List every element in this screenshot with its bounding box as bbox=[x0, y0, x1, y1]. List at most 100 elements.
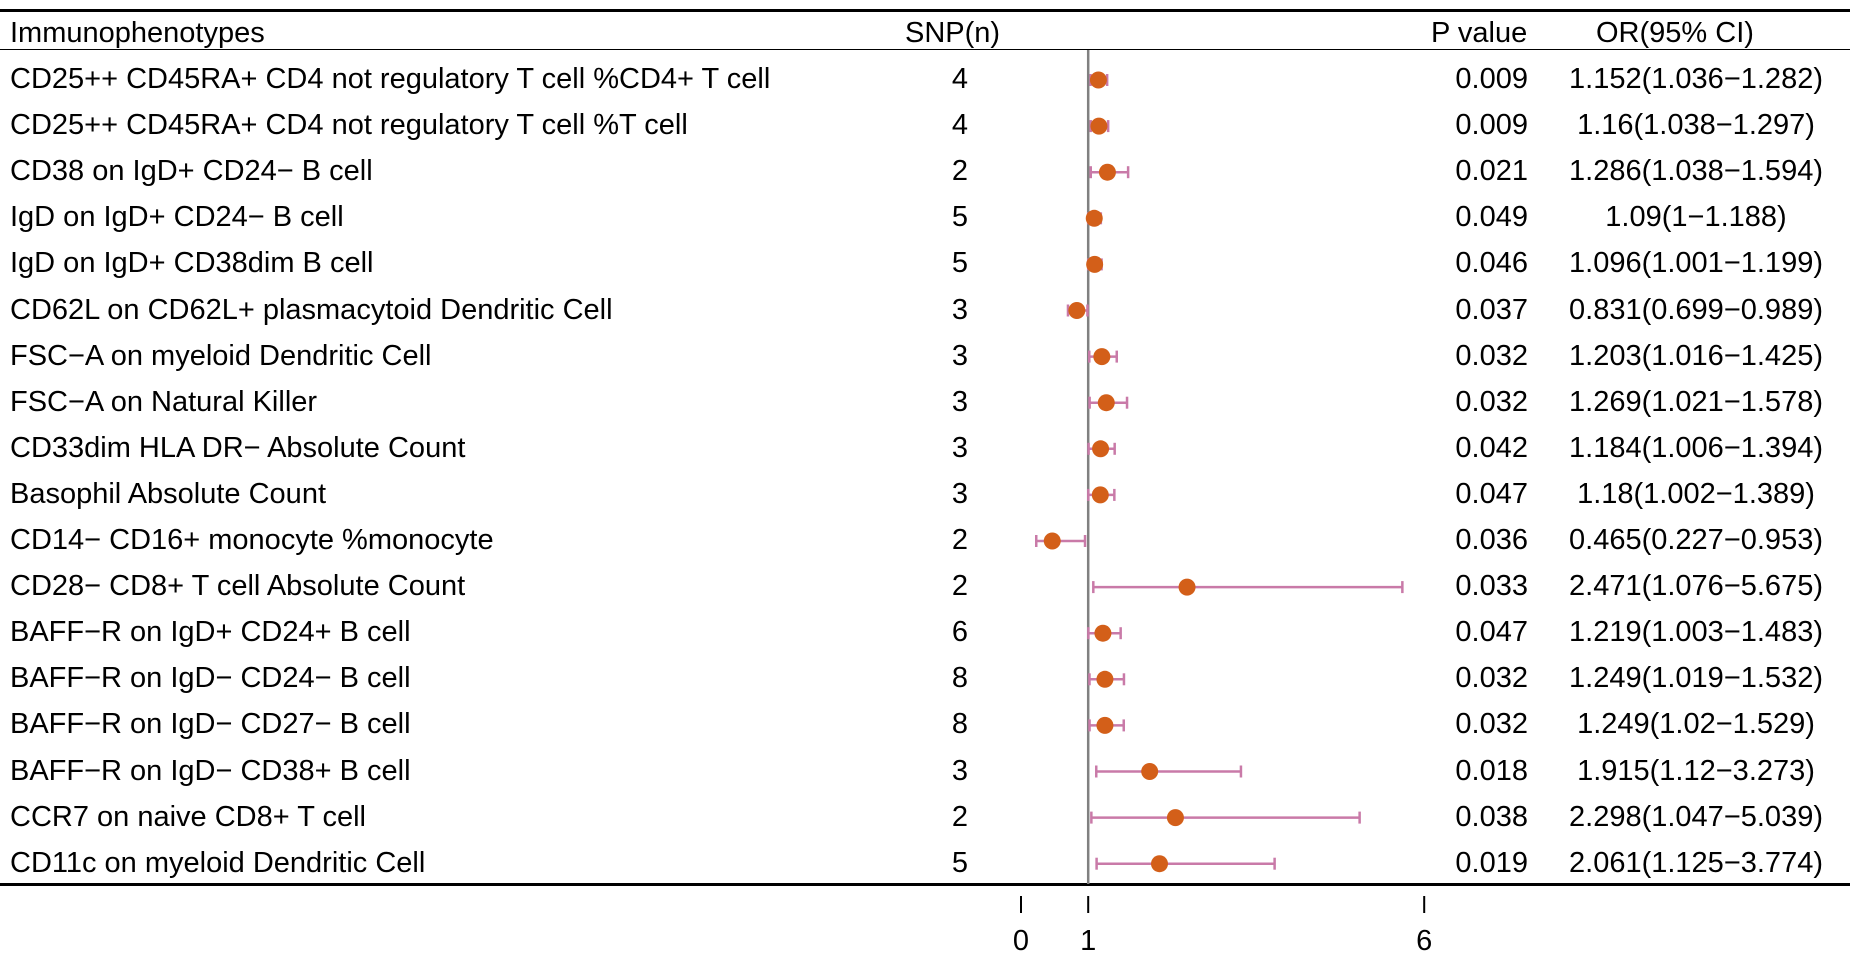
or-point bbox=[1096, 670, 1114, 688]
row-or-ci: 1.18(1.002−1.389) bbox=[1577, 477, 1815, 510]
row-p-value: 0.033 bbox=[1455, 570, 1528, 603]
or-point bbox=[1092, 440, 1110, 458]
row-snp-count: 2 bbox=[951, 155, 969, 188]
row-label: BAFF−R on IgD− CD24− B cell bbox=[10, 662, 411, 695]
row-p-value: 0.018 bbox=[1455, 754, 1528, 787]
or-point bbox=[1094, 624, 1112, 642]
row-or-ci: 2.061(1.125−3.774) bbox=[1569, 846, 1823, 879]
row-or-ci: 1.249(1.019−1.532) bbox=[1569, 662, 1823, 695]
row-label: IgD on IgD+ CD24− B cell bbox=[10, 201, 344, 234]
row-p-value: 0.019 bbox=[1455, 846, 1528, 879]
row-or-ci: 2.471(1.076−5.675) bbox=[1569, 570, 1823, 603]
or-point bbox=[1091, 486, 1109, 504]
row-p-value: 0.047 bbox=[1455, 477, 1528, 510]
row-snp-count: 4 bbox=[951, 63, 969, 95]
row-label: CD33dim HLA DR− Absolute Count bbox=[10, 431, 466, 464]
row-snp-count: 8 bbox=[951, 662, 969, 695]
or-point bbox=[1097, 394, 1115, 412]
row-p-value: 0.032 bbox=[1455, 339, 1528, 372]
or-point bbox=[1090, 117, 1108, 135]
row-p-value: 0.047 bbox=[1455, 616, 1528, 649]
row-label: CCR7 on naive CD8+ T cell bbox=[10, 800, 366, 833]
row-p-value: 0.038 bbox=[1455, 800, 1528, 833]
table-top-rule bbox=[0, 9, 1850, 12]
row-or-ci: 1.249(1.02−1.529) bbox=[1577, 708, 1815, 741]
row-p-value: 0.042 bbox=[1455, 431, 1528, 464]
row-or-ci: 1.16(1.038−1.297) bbox=[1577, 109, 1815, 142]
row-label: CD38 on IgD+ CD24− B cell bbox=[10, 155, 373, 188]
row-snp-count: 3 bbox=[951, 477, 969, 510]
row-snp-count: 2 bbox=[951, 570, 969, 603]
or-point bbox=[1093, 348, 1111, 366]
axis-tick-label: 6 bbox=[1416, 925, 1433, 957]
row-snp-count: 3 bbox=[951, 431, 969, 464]
row-or-ci: 1.184(1.006−1.394) bbox=[1569, 431, 1823, 464]
row-label: FSC−A on myeloid Dendritic Cell bbox=[10, 339, 432, 372]
row-snp-count: 3 bbox=[951, 339, 969, 372]
row-snp-count: 3 bbox=[951, 385, 969, 418]
or-point bbox=[1150, 855, 1168, 873]
or-point bbox=[1086, 255, 1104, 273]
row-label: BAFF−R on IgD+ CD24+ B cell bbox=[10, 616, 411, 649]
row-label: Basophil Absolute Count bbox=[10, 477, 326, 510]
row-p-value: 0.036 bbox=[1455, 524, 1528, 556]
header-rule bbox=[0, 49, 1850, 50]
table-bottom-rule bbox=[0, 883, 1850, 886]
row-or-ci: 1.203(1.016−1.425) bbox=[1569, 339, 1823, 372]
row-p-value: 0.049 bbox=[1455, 201, 1528, 234]
row-or-ci: 1.915(1.12−3.273) bbox=[1577, 754, 1815, 787]
or-point bbox=[1178, 578, 1196, 596]
or-point bbox=[1068, 302, 1086, 319]
row-label: BAFF−R on IgD− CD38+ B cell bbox=[10, 754, 411, 787]
or-point bbox=[1089, 71, 1107, 89]
row-snp-count: 4 bbox=[951, 109, 969, 142]
row-label: CD25++ CD45RA+ CD4 not regulatory T cell… bbox=[10, 109, 688, 142]
row-label: FSC−A on Natural Killer bbox=[10, 385, 318, 418]
row-p-value: 0.037 bbox=[1455, 293, 1528, 326]
row-p-value: 0.046 bbox=[1455, 247, 1528, 280]
row-snp-count: 6 bbox=[951, 616, 969, 649]
axis-tick-label: 1 bbox=[1080, 925, 1097, 957]
column-header-p-value: P value bbox=[1431, 17, 1528, 49]
row-snp-count: 2 bbox=[951, 524, 969, 556]
or-point bbox=[1141, 763, 1159, 780]
row-p-value: 0.009 bbox=[1455, 63, 1528, 95]
row-label: BAFF−R on IgD− CD27− B cell bbox=[10, 708, 411, 741]
row-p-value: 0.021 bbox=[1455, 155, 1528, 188]
row-snp-count: 5 bbox=[951, 846, 969, 879]
row-snp-count: 5 bbox=[951, 247, 969, 280]
row-snp-count: 3 bbox=[951, 754, 969, 787]
row-label: CD11c on myeloid Dendritic Cell bbox=[10, 846, 426, 879]
column-header-or-ci: OR(95% CI) bbox=[1596, 17, 1754, 49]
row-p-value: 0.009 bbox=[1455, 109, 1528, 142]
row-label: CD62L on CD62L+ plasmacytoid Dendritic C… bbox=[10, 293, 613, 326]
row-or-ci: 1.286(1.038−1.594) bbox=[1569, 155, 1823, 188]
row-snp-count: 2 bbox=[951, 800, 969, 833]
row-snp-count: 5 bbox=[951, 201, 969, 234]
or-point bbox=[1085, 209, 1103, 227]
or-point bbox=[1043, 532, 1061, 550]
row-or-ci: 2.298(1.047−5.039) bbox=[1569, 800, 1823, 833]
row-p-value: 0.032 bbox=[1455, 708, 1528, 741]
row-snp-count: 8 bbox=[951, 708, 969, 741]
or-point bbox=[1166, 809, 1184, 827]
or-point bbox=[1096, 716, 1114, 734]
or-point bbox=[1098, 163, 1116, 181]
row-label: IgD on IgD+ CD38dim B cell bbox=[10, 247, 374, 280]
row-label: CD14− CD16+ monocyte %monocyte bbox=[10, 524, 494, 556]
row-p-value: 0.032 bbox=[1455, 662, 1528, 695]
column-header-snp: SNP(n) bbox=[905, 17, 1001, 49]
row-or-ci: 1.09(1−1.188) bbox=[1605, 201, 1787, 234]
row-or-ci: 0.831(0.699−0.989) bbox=[1569, 293, 1823, 326]
row-snp-count: 3 bbox=[951, 293, 969, 326]
row-p-value: 0.032 bbox=[1455, 385, 1528, 418]
row-or-ci: 1.219(1.003−1.483) bbox=[1569, 616, 1823, 649]
column-header-immunophenotypes: Immunophenotypes bbox=[10, 17, 265, 49]
row-or-ci: 1.096(1.001−1.199) bbox=[1569, 247, 1823, 280]
axis-tick-label: 0 bbox=[1012, 925, 1030, 957]
row-or-ci: 1.269(1.021−1.578) bbox=[1569, 385, 1823, 418]
row-label: CD28− CD8+ T cell Absolute Count bbox=[10, 570, 466, 603]
row-label: CD25++ CD45RA+ CD4 not regulatory T cell… bbox=[10, 63, 771, 95]
row-or-ci: 0.465(0.227−0.953) bbox=[1569, 524, 1823, 556]
